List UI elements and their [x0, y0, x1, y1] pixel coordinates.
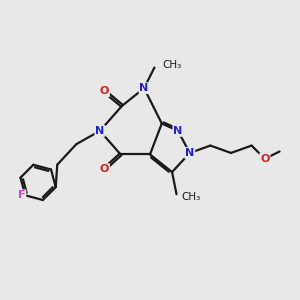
Text: N: N: [140, 83, 149, 93]
Text: N: N: [185, 148, 194, 158]
Text: CH₃: CH₃: [182, 192, 201, 202]
Text: N: N: [95, 126, 105, 136]
Text: CH₃: CH₃: [163, 60, 182, 70]
Text: N: N: [173, 126, 183, 136]
Text: O: O: [100, 164, 109, 174]
Text: F: F: [18, 190, 26, 200]
Text: O: O: [260, 154, 269, 164]
Text: O: O: [100, 86, 109, 96]
